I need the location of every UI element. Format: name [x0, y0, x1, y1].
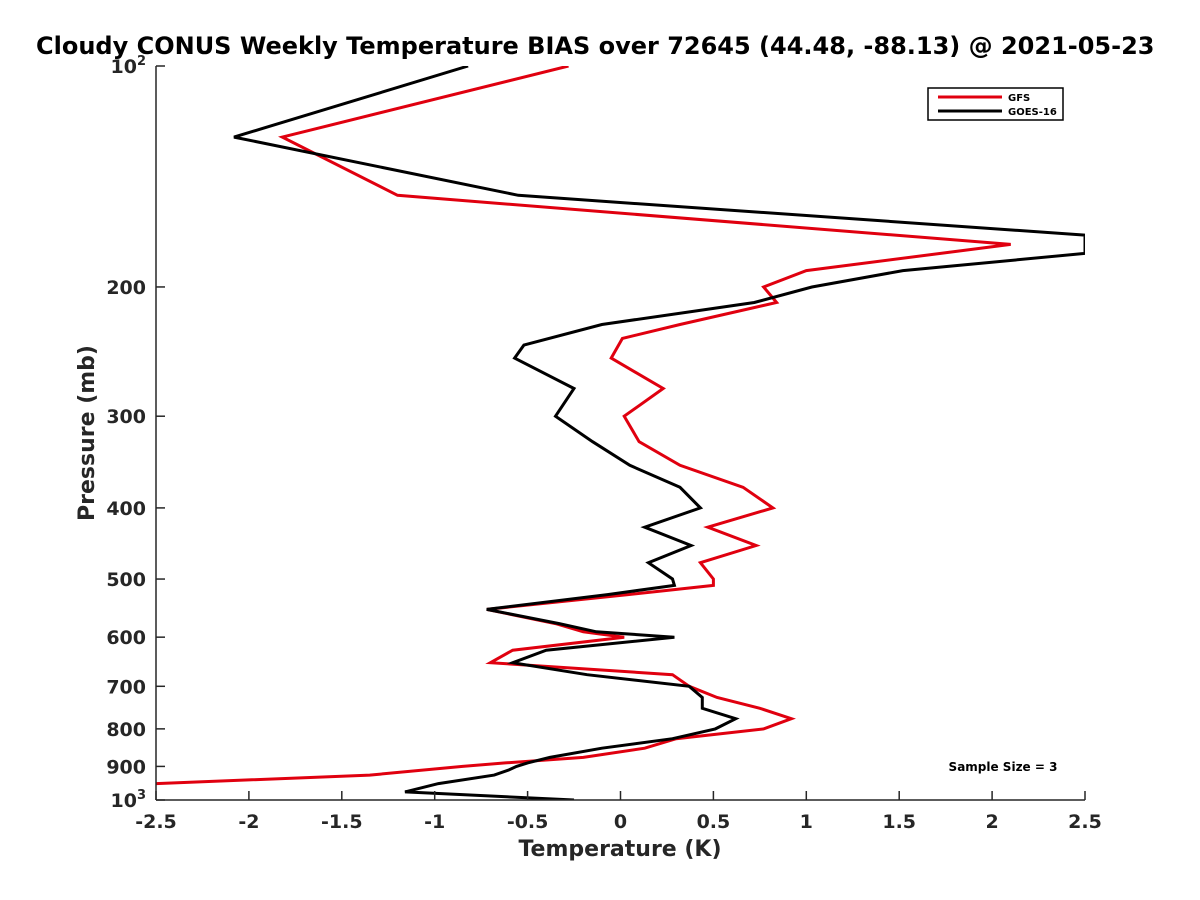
y-tick-label: 103	[111, 788, 147, 812]
y-tick-label: 300	[106, 406, 146, 428]
x-tick-label: 0	[614, 811, 627, 833]
y-axis-label: Pressure (mb)	[75, 345, 100, 521]
x-tick-label: -1.5	[321, 811, 363, 833]
x-tick-label: -1	[424, 811, 445, 833]
x-tick-label: 1	[800, 811, 813, 833]
legend-box	[927, 87, 1064, 121]
legend-label: GFS	[1008, 93, 1030, 104]
series-layer	[156, 66, 1085, 800]
y-tick-label: 700	[106, 676, 146, 698]
axes-layer: -2.5 -2 -1.5 -1 -0.5 0 0.5 1 1.5 2 2.5 102 200 300 400…	[106, 54, 1102, 833]
x-tick-label: -0.5	[507, 811, 549, 833]
y-tick-label: 500	[106, 569, 146, 591]
x-tick-label: -2.5	[135, 811, 177, 833]
y-tick-label: 200	[106, 277, 146, 299]
x-tick-label: 0.5	[697, 811, 731, 833]
y-tick-label: 800	[106, 719, 146, 741]
y-tick-label: 102	[111, 54, 147, 78]
y-tick-label: 400	[106, 498, 146, 520]
sample-size-annotation: Sample Size = 3	[949, 760, 1058, 774]
legend: GFS GOES-16	[927, 87, 1064, 121]
series-line-gfs	[156, 66, 1011, 786]
x-tick-label: 2	[985, 811, 998, 833]
x-tick-label: 2.5	[1068, 811, 1102, 833]
chart-title: Cloudy CONUS Weekly Temperature BIAS ove…	[36, 32, 1154, 60]
series-line-goes16	[233, 66, 1085, 800]
x-tick-label: 1.5	[882, 811, 916, 833]
y-tick-label: 900	[106, 756, 146, 778]
y-tick-label: 600	[106, 627, 146, 649]
x-tick-label: -2	[238, 811, 259, 833]
x-axis-label: Temperature (K)	[518, 837, 721, 862]
legend-label: GOES-16	[1008, 107, 1057, 118]
